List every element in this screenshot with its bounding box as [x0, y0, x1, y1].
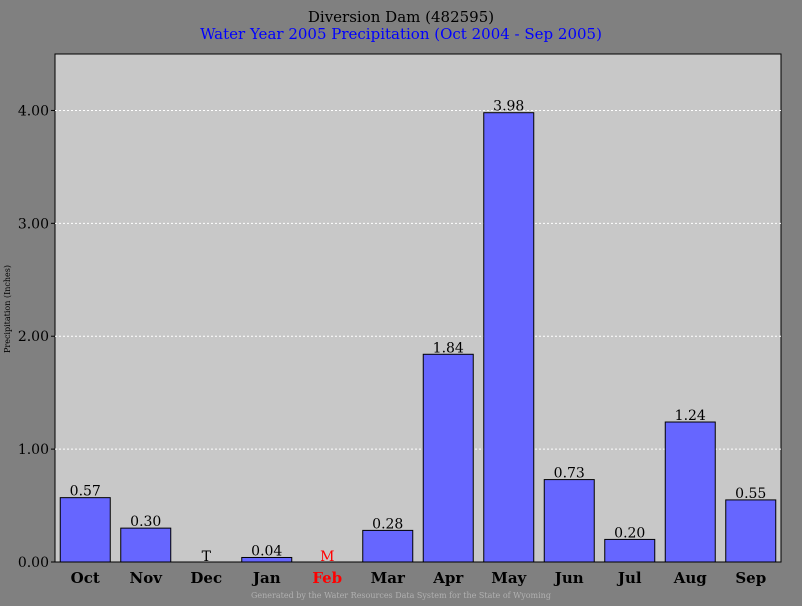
- y-ticks: 0.00 1.00 2.00 3.00 4.00: [18, 103, 55, 571]
- x-tick-label-jun: Jun: [553, 569, 584, 587]
- bars: 0.57 0.30 T 0.04 M 0.28 1.84 3.98 0.73 0.20 1.24 0.…: [59, 99, 777, 565]
- x-tick-label-jul: Jul: [616, 569, 642, 587]
- bar-jul: [604, 538, 656, 563]
- x-tick-label-sep: Sep: [735, 569, 766, 587]
- data-label-jul: 0.20: [614, 525, 645, 541]
- bar-jan: [241, 556, 293, 563]
- x-tick-label-oct: Oct: [71, 569, 100, 587]
- x-tick-label-feb: Feb: [312, 569, 342, 587]
- data-label-nov: 0.30: [130, 514, 161, 530]
- x-ticks: Oct Nov Dec Jan Feb Mar Apr May Jun Jul Aug Sep: [71, 569, 767, 587]
- plot-area: [54, 53, 782, 563]
- chart-subtitle: Water Year 2005 Precipitation (Oct 2004 …: [200, 25, 602, 43]
- chart-title: Diversion Dam (482595): [308, 8, 494, 26]
- x-tick-label-aug: Aug: [673, 569, 708, 587]
- data-label-sep: 0.55: [735, 486, 766, 502]
- bar-oct: [59, 497, 111, 563]
- data-label-oct: 0.57: [70, 484, 101, 500]
- y-axis-label: Precipitation (Inches): [3, 265, 12, 353]
- data-label-feb: M: [320, 549, 334, 565]
- gridlines: [55, 109, 781, 450]
- y-tick-label: 3.00: [18, 216, 49, 232]
- y-tick-label: 2.00: [18, 329, 49, 345]
- bar-mar: [362, 529, 414, 563]
- x-tick-label-apr: Apr: [432, 569, 464, 587]
- y-tick-label: 4.00: [18, 103, 49, 119]
- data-label-mar: 0.28: [372, 516, 403, 532]
- bar-jun: [543, 479, 595, 563]
- x-tick-label-dec: Dec: [190, 569, 222, 587]
- data-label-apr: 1.84: [433, 340, 464, 356]
- x-tick-label-may: May: [491, 569, 527, 587]
- data-label-jan: 0.04: [251, 543, 282, 559]
- bar-may: [483, 112, 535, 563]
- x-tick-label-nov: Nov: [130, 569, 164, 587]
- bar-nov: [120, 527, 172, 563]
- footer-text: Generated by the Water Resources Data Sy…: [251, 591, 551, 600]
- y-tick-label: 0.00: [18, 555, 49, 571]
- data-label-dec: T: [202, 549, 212, 565]
- x-tick-label-mar: Mar: [371, 569, 406, 587]
- data-label-jun: 0.73: [554, 466, 585, 482]
- data-label-may: 3.98: [493, 99, 524, 115]
- data-label-aug: 1.24: [675, 408, 706, 424]
- bar-sep: [725, 499, 777, 563]
- bar-aug: [664, 421, 716, 563]
- x-tick-label-jan: Jan: [251, 569, 281, 587]
- y-tick-label: 1.00: [18, 442, 49, 458]
- bar-apr: [422, 353, 474, 563]
